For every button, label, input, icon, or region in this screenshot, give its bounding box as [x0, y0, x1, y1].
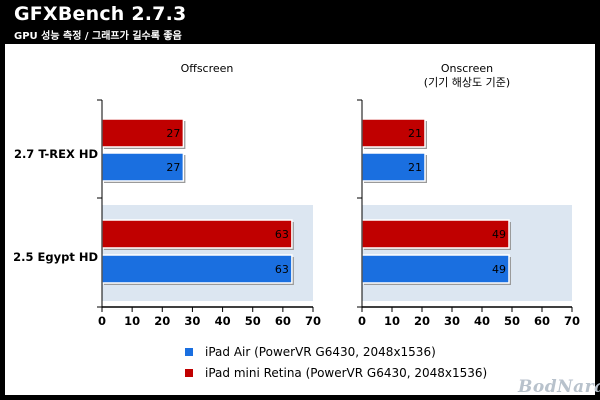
x-tick-label: 70 [305, 314, 321, 328]
chart-subtitle: GPU 성능 측정 / 그래프가 길수록 좋음 [14, 31, 182, 42]
watermark-logo: BodNara [518, 377, 600, 397]
bar [361, 254, 510, 284]
data-label: 63 [275, 263, 289, 276]
x-tick-label: 10 [124, 314, 140, 328]
data-label: 49 [492, 228, 506, 241]
data-label: 21 [408, 127, 422, 140]
x-tick-label: 50 [245, 314, 261, 328]
x-tick-label: 50 [504, 314, 520, 328]
x-tick-label: 60 [534, 314, 550, 328]
category-label: 2.7 T-REX HD [14, 147, 98, 161]
x-tick-label: 0 [358, 314, 366, 328]
legend-label: iPad mini Retina (PowerVR G6430, 2048x15… [205, 366, 487, 380]
chart-header: GFXBench 2.7.3 GPU 성능 측정 / 그래프가 길수록 좋음 [0, 0, 600, 44]
x-tick-label: 40 [474, 314, 490, 328]
data-label: 49 [492, 263, 506, 276]
x-tick-label: 20 [154, 314, 170, 328]
category-label: 2.5 Egypt HD [13, 250, 98, 264]
panel-title: Onscreen [441, 62, 493, 75]
bar [361, 219, 510, 249]
bar [101, 254, 293, 284]
data-label: 27 [166, 161, 180, 174]
x-tick-label: 40 [215, 314, 231, 328]
legend-swatch [185, 369, 193, 377]
bar [101, 219, 293, 249]
x-tick-label: 30 [184, 314, 200, 328]
data-label: 27 [166, 127, 180, 140]
panel-title: Offscreen [181, 62, 234, 75]
x-tick-label: 20 [414, 314, 430, 328]
bar [101, 118, 185, 148]
x-tick-label: 0 [98, 314, 106, 328]
x-tick-label: 10 [384, 314, 400, 328]
chart-title: GFXBench 2.7.3 [14, 3, 187, 25]
x-tick-label: 70 [564, 314, 580, 328]
data-label: 21 [408, 161, 422, 174]
panel-subtitle: (기기 해상도 기준) [424, 75, 510, 89]
legend-swatch [185, 348, 193, 356]
data-label: 63 [275, 228, 289, 241]
legend-label: iPad Air (PowerVR G6430, 2048x1536) [205, 345, 436, 359]
x-tick-label: 30 [444, 314, 460, 328]
x-tick-label: 60 [275, 314, 291, 328]
